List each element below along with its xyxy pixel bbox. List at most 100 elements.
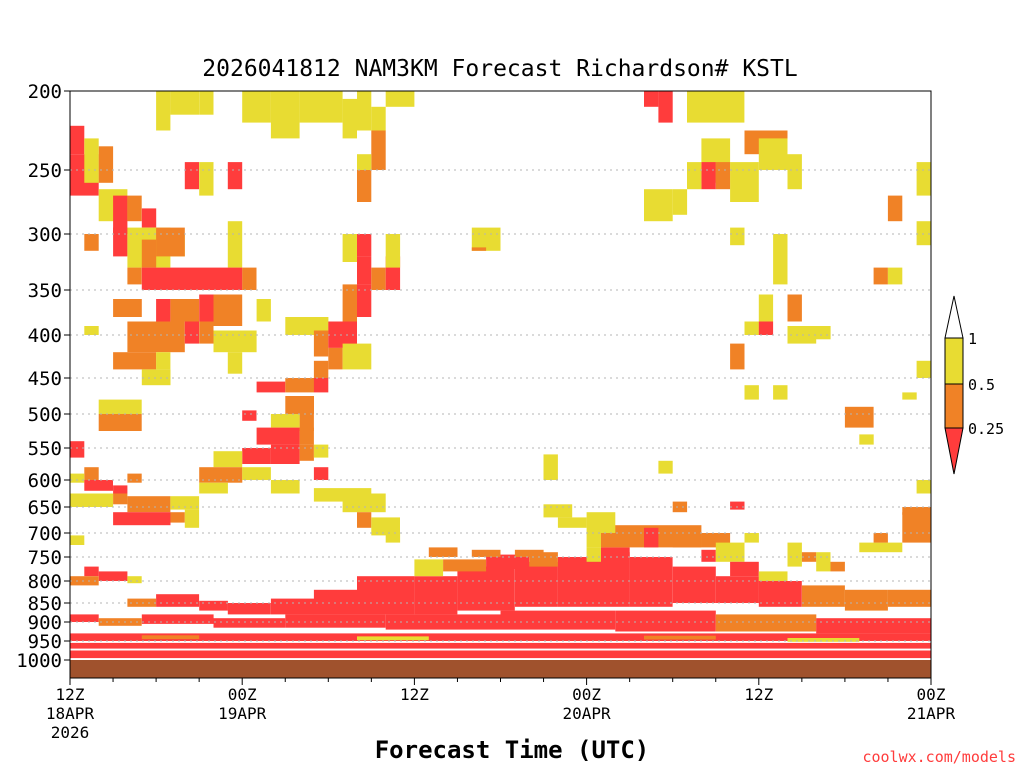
ri-cell-46 [342, 234, 357, 262]
ri-cell-63 [199, 482, 228, 494]
x-tick-label-24: 12Z [400, 685, 429, 704]
y-tick-label-850: 850 [28, 593, 62, 615]
ri-cell-140 [887, 542, 903, 553]
ri-cell-202 [844, 406, 874, 428]
ri-cell-9 [113, 227, 128, 257]
x-tick-label-12: 00Z [228, 685, 257, 704]
ri-cell-190 [471, 247, 487, 251]
ri-cell-166 [299, 91, 343, 123]
y-tick-label-400: 400 [28, 325, 62, 347]
ri-cell-23 [256, 299, 271, 322]
ri-cell-40 [342, 284, 357, 322]
ri-cell-19 [156, 299, 171, 322]
ri-cell-207 [916, 360, 931, 378]
y-tick-label-600: 600 [28, 470, 62, 492]
ground-layer [70, 660, 931, 678]
x-tick-label-0: 12Z [56, 685, 85, 704]
ri-cell-0 [70, 125, 85, 155]
ri-cell-169 [371, 106, 386, 131]
ri-cell-132 [672, 501, 688, 513]
ri-cell-110 [414, 559, 444, 577]
ri-cell-143 [916, 480, 931, 494]
ri-cell-43 [371, 267, 386, 290]
ri-cell-105 [715, 576, 759, 603]
ri-cell-100 [514, 561, 558, 607]
ri-cell-165 [270, 91, 300, 139]
ri-cell-173 [184, 162, 200, 190]
ri-cell-53 [242, 410, 257, 421]
ri-cell-49 [313, 378, 329, 393]
y-tick-label-900: 900 [28, 612, 62, 634]
ri-cell-89 [70, 576, 99, 586]
ri-cell-118 [514, 549, 544, 557]
ri-cell-148 [285, 614, 386, 628]
ri-cell-157 [141, 635, 200, 640]
ri-cell-103 [629, 557, 673, 607]
ri-cell-73 [127, 496, 171, 513]
y-tick-label-700: 700 [28, 523, 62, 545]
ri-cell-87 [84, 566, 99, 577]
ri-cell-92 [156, 594, 200, 607]
ri-cell-186 [687, 162, 702, 190]
ri-cell-25 [184, 321, 200, 344]
ri-cell-97 [357, 576, 415, 615]
ri-cell-68 [70, 473, 85, 483]
ri-cell-55 [299, 427, 314, 445]
pressure-axis: 200 250 300 350 400 450 500 550 600 650 7007508008… [16, 81, 70, 672]
ri-cell-15 [127, 267, 142, 285]
ri-cell-181 [715, 162, 731, 190]
y-tick-label-500: 500 [28, 404, 62, 426]
ri-cell-126 [744, 533, 759, 543]
ri-cell-90 [127, 576, 142, 584]
ri-cell-20 [170, 299, 200, 322]
ri-cell-122 [672, 533, 702, 548]
ri-cell-198 [801, 326, 831, 340]
ri-cell-99 [457, 566, 515, 611]
legend-top-arrow [944, 295, 964, 339]
ri-cell-194 [787, 294, 802, 322]
ri-cell-70 [113, 485, 128, 494]
ri-cell-152 [715, 614, 817, 632]
ri-cell-193 [758, 294, 774, 322]
ri-cell-164 [242, 91, 271, 123]
ri-cell-212 [543, 454, 558, 480]
ri-cell-85 [385, 533, 401, 543]
ri-cell-16 [141, 267, 243, 290]
ri-cell-124 [701, 549, 716, 562]
ri-cell-34 [313, 330, 329, 357]
ri-cell-205 [887, 267, 903, 285]
ri-cell-112 [486, 554, 530, 569]
ri-cell-37 [342, 343, 372, 370]
ri-cell-139 [873, 533, 888, 543]
x-tick-label-48: 12Z [744, 685, 773, 704]
ri-cell-127 [730, 561, 759, 577]
ri-cell-189 [471, 227, 501, 251]
ri-cell-27 [213, 330, 257, 353]
ri-cell-171 [371, 130, 386, 170]
ri-cell-145 [98, 618, 142, 626]
y-tick-label-550: 550 [28, 438, 62, 460]
ri-cell-41 [357, 284, 372, 317]
ground-fill [70, 660, 931, 678]
ri-cell-136 [816, 552, 831, 572]
ri-cell-88 [98, 571, 128, 581]
ri-cell-80 [127, 473, 142, 483]
ri-cell-18 [113, 299, 142, 317]
ri-cell-108 [844, 589, 888, 611]
ri-cell-162 [170, 91, 200, 115]
ri-cell-117 [471, 549, 501, 557]
ri-cells [70, 91, 931, 659]
ri-cell-150 [500, 610, 616, 630]
ri-cell-210 [916, 221, 931, 246]
ri-cell-48 [285, 378, 314, 393]
ri-cell-14 [156, 227, 185, 257]
ri-cell-60 [213, 451, 243, 468]
ri-cell-71 [70, 493, 114, 507]
ri-cell-104 [672, 566, 716, 603]
ri-cell-129 [543, 504, 573, 518]
ri-cell-159 [644, 635, 716, 640]
ri-cell-114 [586, 547, 601, 562]
ri-cell-47 [256, 381, 286, 393]
